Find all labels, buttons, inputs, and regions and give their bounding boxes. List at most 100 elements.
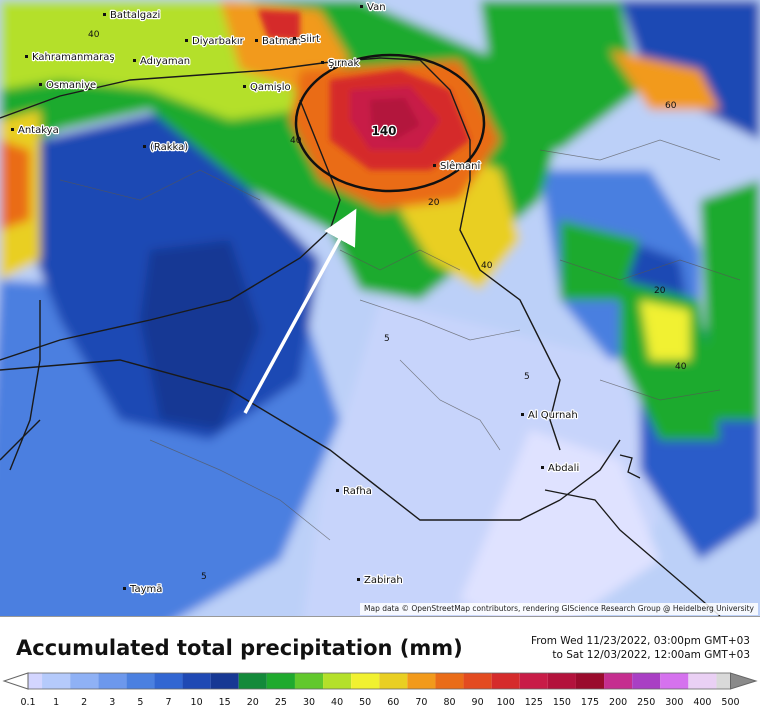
- contour-label-c20_east: 20: [654, 286, 666, 296]
- colorbar-tick-label: 500: [721, 697, 740, 708]
- contour-label-c5_south: 5: [201, 572, 207, 582]
- place-label-rafha: Rafha: [343, 486, 372, 497]
- coastline: [544, 454, 721, 616]
- colorbar-swatch-2: [70, 673, 99, 689]
- colorbar-tick-label: 2: [81, 697, 88, 708]
- period-from: From Wed 11/23/2022, 03:00pm GMT+03: [530, 635, 750, 647]
- city-marker-zabirah: [357, 578, 360, 581]
- colorbar-tick-label: 200: [609, 697, 628, 708]
- colorbar-swatch-22: [632, 673, 661, 689]
- contour-label-c40_southeast: 40: [675, 362, 687, 372]
- colorbar-tick-label: 60: [387, 697, 400, 708]
- colorbar-swatch-24: [688, 673, 717, 689]
- colorbar-tick-label: 25: [274, 697, 287, 708]
- contour-label-c40_top: 40: [88, 30, 100, 40]
- country-borders: [0, 57, 621, 521]
- place-label-osmaniye: Osmaniye: [46, 80, 96, 91]
- colorbar-tick-label: 40: [331, 697, 344, 708]
- colorbar-swatch-25: [716, 673, 731, 689]
- colorbar-swatch-0: [28, 673, 43, 689]
- peak-value-label: 140: [371, 124, 396, 138]
- colorbar-swatch-11: [323, 673, 352, 689]
- place-label-battalgazi: Battalgazi: [110, 10, 160, 21]
- place-label-diyarbakir: Diyarbakır: [192, 36, 245, 47]
- colorbar-swatch-5: [154, 673, 183, 689]
- place-label-tayma: Taymā: [129, 584, 162, 595]
- colorbar-swatch-15: [435, 673, 464, 689]
- city-marker-batman: [255, 39, 258, 42]
- period-to: to Sat 12/03/2022, 12:00am GMT+03: [552, 649, 750, 661]
- colorbar-swatch-20: [575, 673, 605, 689]
- colorbar-tick-label: 20: [246, 697, 259, 708]
- colorbar-max-arrow: [730, 672, 758, 690]
- colorbar-swatch-4: [126, 673, 155, 689]
- place-label-antakya: Antakya: [18, 125, 59, 136]
- place-label-abdali: Abdali: [548, 463, 579, 474]
- colorbar-swatch-9: [266, 673, 295, 689]
- city-marker-sleimani: [433, 164, 436, 167]
- colorbar-swatch-3: [98, 673, 127, 689]
- contour-label-c5_karbala: 5: [384, 334, 390, 344]
- place-label-qamislo: Qamişlo: [250, 82, 291, 93]
- colorbar-swatch-23: [660, 673, 689, 689]
- contour-label-c5_basra: 5: [524, 372, 530, 382]
- colorbar-swatch-19: [547, 673, 576, 689]
- city-marker-kahramanmaras: [25, 55, 28, 58]
- time-period: From Wed 11/23/2022, 03:00pm GMT+03 to S…: [531, 634, 750, 662]
- contour-label-c40_center: 40: [290, 136, 302, 146]
- legend-panel: [0, 616, 760, 717]
- colorbar-tick-label: 90: [471, 697, 484, 708]
- province-borders: [59, 139, 741, 541]
- colorbar-swatch-7: [210, 673, 239, 689]
- colorbar-swatch-12: [351, 673, 380, 689]
- city-marker-rakka: [143, 145, 146, 148]
- colorbar-tick-label: 150: [552, 697, 571, 708]
- colorbar-swatch-17: [491, 673, 520, 689]
- city-marker-al_qurnah: [521, 413, 524, 416]
- city-marker-adiyaman: [133, 59, 136, 62]
- precipitation-map: Batman Battalgazi Diyarbakır Siirt Van Şırnak…: [0, 0, 760, 616]
- colorbar-tick-label: 125: [524, 697, 543, 708]
- place-label-van: Van: [367, 2, 386, 13]
- colorbar-tick-label: 5: [137, 697, 144, 708]
- colorbar-tick-label: 100: [496, 697, 515, 708]
- city-marker-tayma: [123, 587, 126, 590]
- place-label-siirt: Siirt: [300, 34, 320, 45]
- colorbar-swatch-1: [42, 673, 71, 689]
- colorbar-swatch-18: [519, 673, 548, 689]
- city-marker-battalgazi: [103, 13, 106, 16]
- place-label-kahramanmaras: Kahramanmaraş: [32, 52, 115, 63]
- place-label-batman: Batman: [262, 36, 301, 47]
- city-marker-siirt: [293, 37, 296, 40]
- colorbar-swatch-8: [238, 673, 267, 689]
- colorbar-swatch-6: [182, 673, 211, 689]
- place-label-zabirah: Zabirah: [364, 575, 403, 586]
- city-marker-diyarbakir: [185, 39, 188, 42]
- colorbar-swatch-10: [294, 673, 324, 689]
- colorbar-tick-label: 30: [302, 697, 316, 708]
- colorbar-swatch-16: [463, 673, 492, 689]
- legend-title: Accumulated total precipitation (mm): [16, 636, 463, 660]
- city-marker-qamislo: [243, 85, 246, 88]
- heavy-rain-core: [258, 10, 470, 170]
- place-label-rakka: (Rakka): [150, 142, 188, 153]
- contour-labels: 40 40 20 40 60 20 40 5 5 5: [88, 30, 687, 582]
- precipitation-colorbar: [2, 672, 758, 690]
- colorbar-outline: [27, 672, 731, 690]
- colorbar-tick-label: 1: [53, 697, 60, 708]
- contour-label-c40_ilam: 40: [481, 261, 493, 271]
- city-marker-osmaniye: [39, 83, 42, 86]
- place-label-sirnak: Şırnak: [328, 58, 360, 69]
- colorbar-ticks: 0.1 1 2 3 5 7 10 15 20 25 30 40 50 60 70 80 90 100 125 150 1…: [0, 697, 760, 713]
- moisture-flow-arrow: [243, 208, 357, 414]
- contour-label-c20_diyala: 20: [428, 198, 440, 208]
- city-marker-antakya: [11, 128, 14, 131]
- colorbar-tick-label: 3: [109, 697, 116, 708]
- place-label-adiyaman: Adıyaman: [140, 56, 190, 67]
- colorbar-tick-label: 15: [218, 697, 231, 708]
- place-label-al_qurnah: Al Qurnah: [528, 410, 578, 421]
- colorbar-tick-label: 175: [580, 697, 600, 708]
- colorbar-tick-label: 80: [443, 697, 456, 708]
- colorbar-swatch-13: [379, 673, 408, 689]
- colorbar-tick-label: 300: [665, 697, 684, 708]
